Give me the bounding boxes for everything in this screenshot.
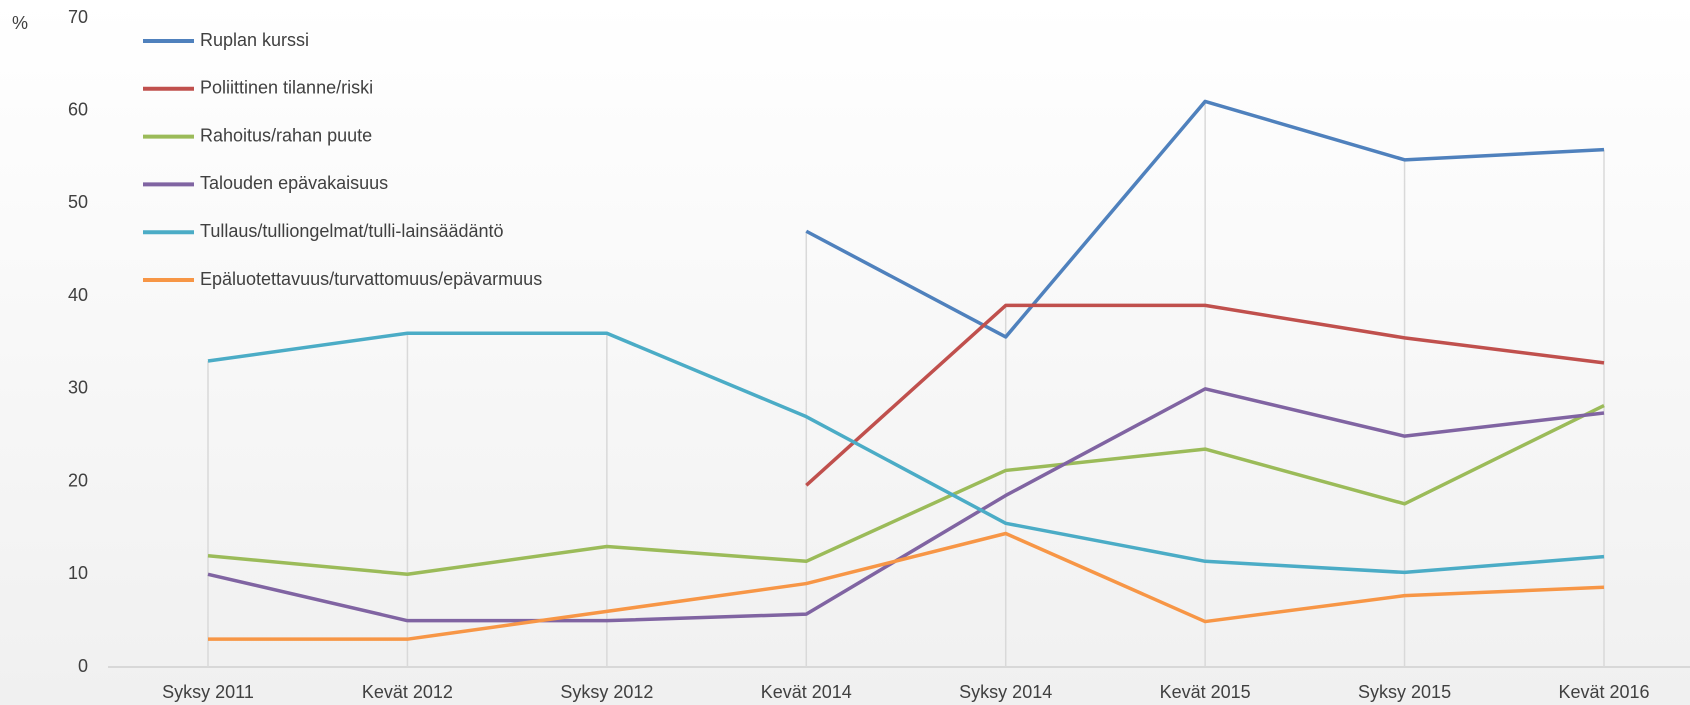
legend-label: Tullaus/tulliongelmat/tulli-lainsäädäntö xyxy=(200,221,504,241)
y-tick-label: 50 xyxy=(68,192,88,212)
legend-label: Ruplan kurssi xyxy=(200,30,309,50)
series-line xyxy=(207,331,1605,575)
x-tick-label: Syksy 2015 xyxy=(1358,682,1451,702)
series-line xyxy=(805,99,1605,339)
series-line xyxy=(805,303,1605,487)
x-tick-label: Kevät 2015 xyxy=(1160,682,1251,702)
series-line xyxy=(207,387,1605,623)
y-tick-label: 60 xyxy=(68,99,88,119)
x-tick-label: Syksy 2014 xyxy=(959,682,1052,702)
legend-label: Poliittinen tilanne/riski xyxy=(200,78,373,98)
legend-label: Rahoitus/rahan puute xyxy=(200,125,372,145)
y-tick-label: 40 xyxy=(68,285,88,305)
x-tick-label: Syksy 2012 xyxy=(560,682,653,702)
y-tick-label: 10 xyxy=(68,563,88,583)
legend-label: Epäluotettavuus/turvattomuus/epävarmuus xyxy=(200,269,542,289)
x-tick-label: Syksy 2011 xyxy=(162,682,254,702)
x-tick-label: Kevät 2012 xyxy=(362,682,453,702)
legend-label: Talouden epävakaisuus xyxy=(200,173,388,193)
series-line xyxy=(207,403,1605,577)
y-axis-label: % xyxy=(12,13,28,33)
y-tick-label: 30 xyxy=(68,378,88,398)
y-tick-label: 0 xyxy=(78,656,88,676)
y-tick-label: 70 xyxy=(68,7,88,27)
x-tick-label: Kevät 2014 xyxy=(761,682,852,702)
x-tick-label: Kevät 2016 xyxy=(1558,682,1649,702)
y-tick-label: 20 xyxy=(68,470,88,490)
series-line xyxy=(208,531,1605,641)
